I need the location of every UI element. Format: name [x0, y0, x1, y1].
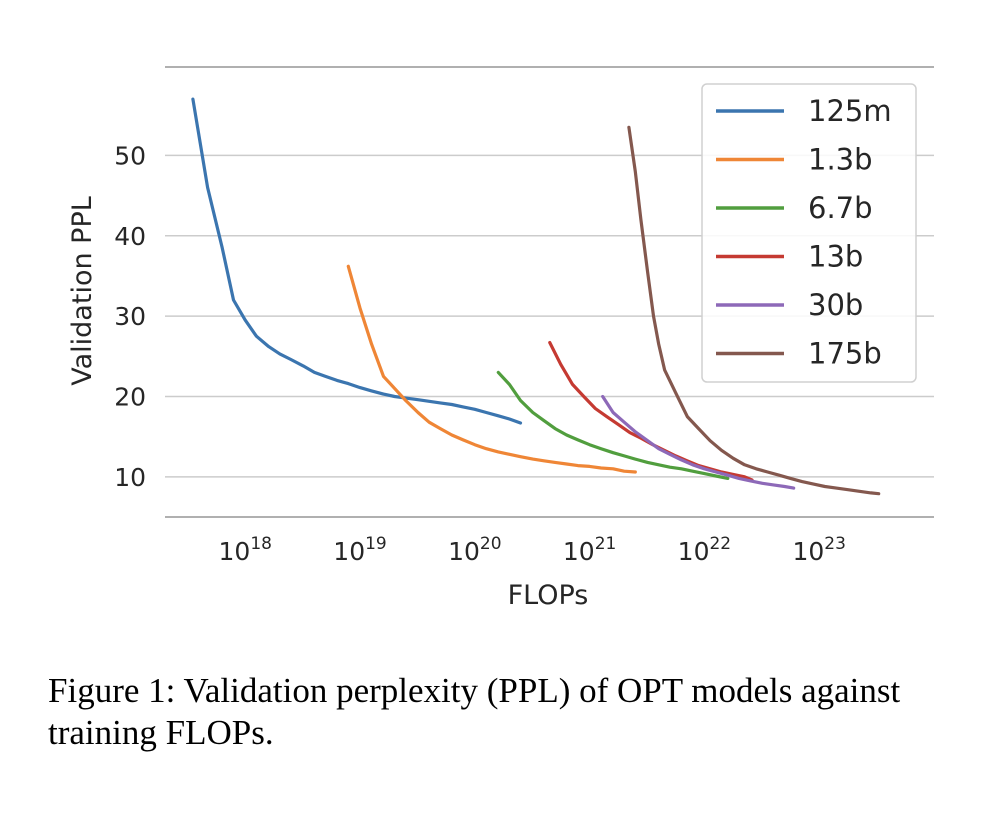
series-line-30b	[601, 394, 796, 490]
series-line-175b	[627, 125, 881, 496]
legend-label: 30b	[808, 288, 863, 322]
legend-items: 125m 1.3b 6.7b 13b 30b 175b	[716, 94, 892, 371]
x-tick-labels: 1018 1019 1020 1021 1022 1023	[219, 534, 846, 566]
x-axis-label: FLOPs	[508, 580, 589, 611]
series-line-1-3b	[346, 264, 637, 474]
legend-label: 13b	[808, 240, 863, 274]
x-tick-label: 1020	[448, 534, 501, 566]
series-lines	[191, 97, 881, 496]
y-tick-label: 10	[114, 463, 146, 492]
legend-label: 125m	[808, 94, 892, 128]
x-tick-label: 1019	[333, 534, 386, 566]
y-tick-label: 30	[114, 302, 146, 331]
legend-label: 175b	[808, 337, 882, 371]
y-tick-label: 50	[114, 141, 146, 170]
series-line-125m	[191, 97, 523, 425]
legend: 125m 1.3b 6.7b 13b 30b 175b	[701, 83, 917, 383]
y-tick-labels: 10 20 30 40 50	[114, 141, 146, 491]
x-tick-label: 1022	[678, 534, 731, 566]
x-tick-label: 1023	[792, 534, 845, 566]
legend-label: 1.3b	[808, 143, 873, 177]
y-axis-label: Validation PPL	[67, 196, 98, 386]
x-tick-label: 1018	[219, 534, 272, 566]
y-tick-label: 40	[114, 222, 146, 251]
figure-caption: Figure 1: Validation perplexity (PPL) of…	[48, 671, 901, 752]
legend-label: 6.7b	[808, 191, 873, 225]
y-tick-label: 20	[114, 382, 146, 411]
x-tick-label: 1021	[563, 534, 616, 566]
series-line-6-7b	[496, 370, 730, 480]
